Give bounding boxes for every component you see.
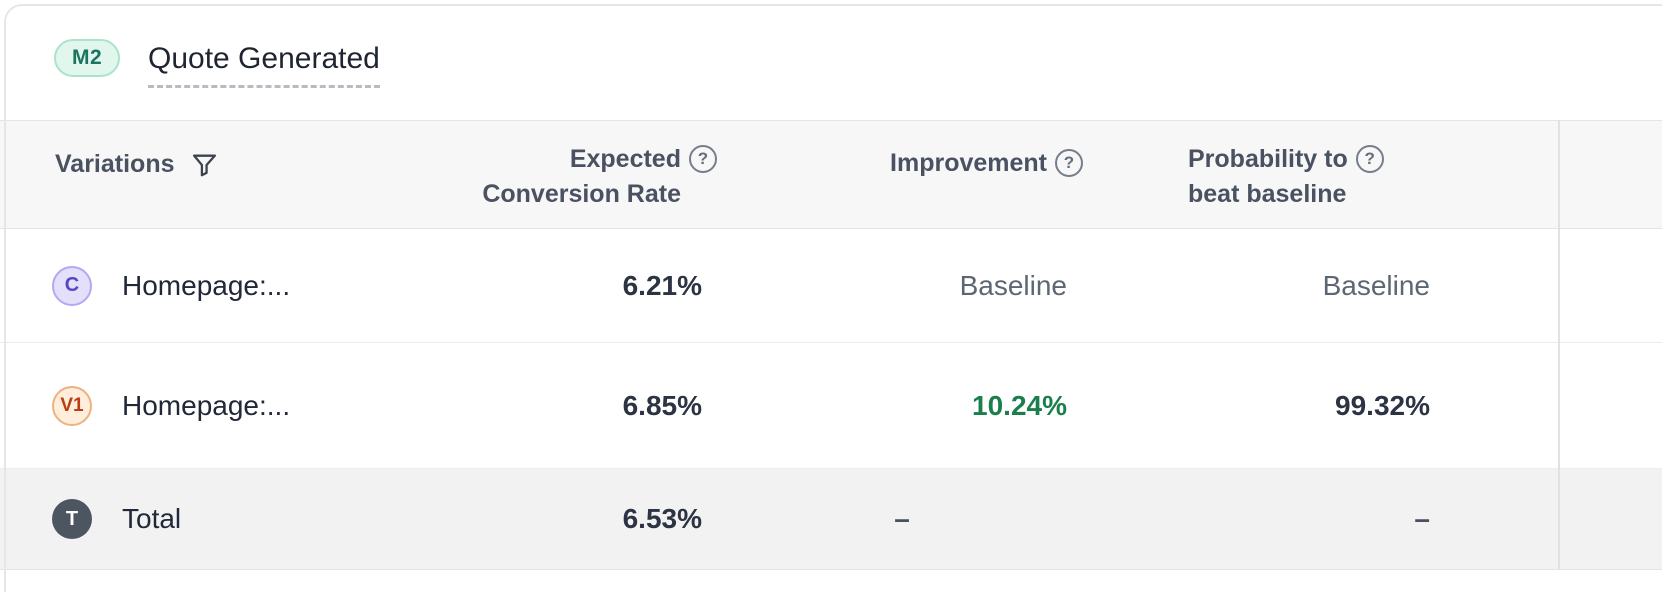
filter-icon[interactable] [191,151,218,178]
improvement-value: – [894,503,910,534]
table-row-total: T Total 6.53% – – [0,469,1662,570]
table-header-row: Variations Expected ? Conversion Rate Im… [0,120,1662,229]
expected-conversion-rate-value: 6.85% [622,389,702,421]
expected-conversion-rate-column-header: Expected ? Conversion Rate [482,143,717,210]
probability-column-header: Probability to ? beat baseline [1188,143,1384,210]
variations-column-header: Variations [55,150,175,178]
column-divider [1558,120,1560,570]
improvement-label: Improvement [890,149,1047,177]
variation-name[interactable]: Homepage:... [122,269,291,301]
probability-value: – [1414,503,1430,534]
metric-title-bar: M2 Quote Generated [6,6,1662,120]
help-icon[interactable]: ? [1355,145,1384,173]
conversion-rate-label: Conversion Rate [482,180,681,208]
control-badge: C [52,265,92,306]
expected-conversion-rate-value: 6.21% [622,269,702,301]
probability-label: Probability to [1188,145,1348,173]
improvement-value: 10.24% [972,389,1067,421]
probability-value: Baseline [1322,269,1430,301]
variation-name[interactable]: Homepage:... [122,389,291,421]
help-icon[interactable]: ? [689,145,717,173]
variation-badge: V1 [52,385,92,426]
improvement-column-header: Improvement ? [890,147,1083,179]
expected-conversion-rate-value: 6.53% [622,503,702,534]
total-label: Total [122,503,182,534]
total-badge: T [52,499,92,539]
table-row-control: C Homepage:... 6.21% Baseline Baseline [0,229,1662,343]
probability-value: 99.32% [1335,389,1430,421]
beat-baseline-label: beat baseline [1188,180,1347,208]
expected-label: Expected [569,145,681,173]
metric-name[interactable]: Quote Generated [148,42,380,88]
metric-badge: M2 [54,39,121,77]
table-row-variation-1: V1 Homepage:... 6.85% 10.24% 99.32% [0,343,1662,469]
help-icon[interactable]: ? [1055,149,1083,177]
improvement-value: Baseline [959,269,1067,301]
